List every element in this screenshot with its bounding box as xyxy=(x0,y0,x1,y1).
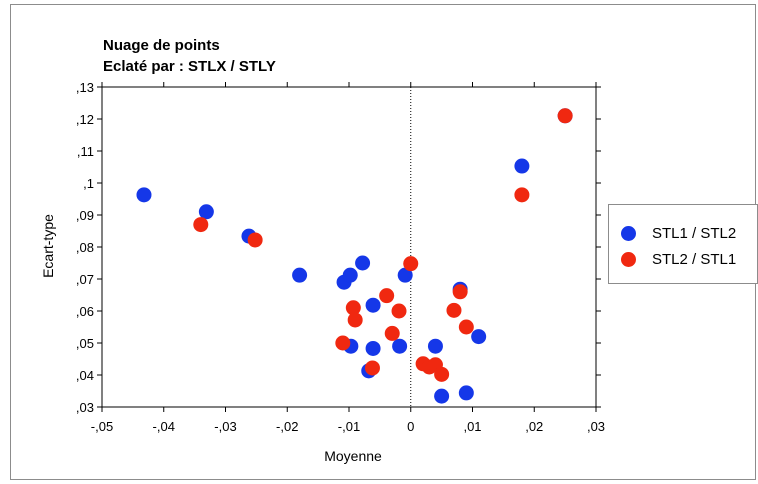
chart-title: Nuage de points xyxy=(103,37,220,54)
x-tick-label: -,02 xyxy=(276,419,298,434)
data-point-series-1 xyxy=(365,297,381,313)
data-point-series-2 xyxy=(458,319,474,335)
chart-subtitle: Eclaté par : STLX / STLY xyxy=(103,58,276,75)
legend-marker-series-1 xyxy=(621,225,636,241)
y-tick-label: ,07 xyxy=(76,272,94,287)
x-tick-label: ,01 xyxy=(463,419,481,434)
y-tick-label: ,09 xyxy=(76,208,94,223)
y-tick-label: ,1 xyxy=(83,176,94,191)
data-point-series-2 xyxy=(193,217,209,233)
plot-border xyxy=(101,86,597,408)
data-point-series-2 xyxy=(514,187,530,203)
x-tick-label: ,03 xyxy=(587,419,605,434)
data-point-series-2 xyxy=(446,302,462,318)
y-tick-label: ,13 xyxy=(76,80,94,95)
data-point-series-1 xyxy=(355,255,371,271)
x-tick-label: -,01 xyxy=(338,419,360,434)
data-point-series-2 xyxy=(452,284,468,300)
y-axis-label: Ecart-type xyxy=(40,214,56,278)
data-point-series-2 xyxy=(379,288,395,304)
x-tick-label: -,04 xyxy=(153,419,175,434)
data-point-series-1 xyxy=(392,338,408,354)
data-point-series-1 xyxy=(434,388,450,404)
x-tick-label: -,05 xyxy=(91,419,113,434)
data-point-series-2 xyxy=(557,108,573,124)
data-point-series-2 xyxy=(391,303,407,319)
x-tick-label: ,02 xyxy=(525,419,543,434)
legend-item-series-1: STL1 / STL2 xyxy=(621,223,736,243)
y-tick-label: ,05 xyxy=(76,336,94,351)
legend-item-series-2: STL2 / STL1 xyxy=(621,249,736,269)
data-point-series-2 xyxy=(247,232,263,248)
data-point-series-1 xyxy=(342,267,358,283)
y-tick-label: ,04 xyxy=(76,368,94,383)
data-point-series-1 xyxy=(292,267,308,283)
data-point-series-1 xyxy=(397,267,413,283)
data-point-series-2 xyxy=(403,256,419,272)
data-point-series-1 xyxy=(365,340,381,356)
data-point-series-1 xyxy=(198,204,214,220)
x-tick-label: -,03 xyxy=(214,419,236,434)
data-point-series-1 xyxy=(136,187,152,203)
x-axis-label: Moyenne xyxy=(324,448,382,464)
data-point-series-2 xyxy=(347,312,363,328)
data-point-series-2 xyxy=(335,335,351,351)
y-tick-label: ,03 xyxy=(76,400,94,415)
legend-marker-series-2 xyxy=(621,251,636,267)
data-point-series-1 xyxy=(427,338,443,354)
plot-area: ,03 ,04 ,05 ,06 ,07 ,08 ,09 ,1 ,11 ,12 ,13 -,05 -,04… xyxy=(76,80,605,434)
data-point-series-2 xyxy=(434,366,450,382)
data-point-series-2 xyxy=(345,300,361,316)
y-tick-label: ,06 xyxy=(76,304,94,319)
y-tick-label: ,11 xyxy=(77,144,94,159)
data-point-series-1 xyxy=(514,158,530,174)
x-tick-label: 0 xyxy=(407,419,414,434)
data-point-series-2 xyxy=(384,325,400,341)
data-point-series-2 xyxy=(364,360,380,376)
legend: STL1 / STL2 STL2 / STL1 xyxy=(608,204,758,284)
legend-label-series-1: STL1 / STL2 xyxy=(652,224,737,242)
data-point-series-1 xyxy=(471,329,487,345)
legend-label-series-2: STL2 / STL1 xyxy=(652,250,737,268)
y-tick-label: ,08 xyxy=(76,240,94,255)
y-tick-label: ,12 xyxy=(76,112,94,127)
data-point-series-1 xyxy=(458,385,474,401)
